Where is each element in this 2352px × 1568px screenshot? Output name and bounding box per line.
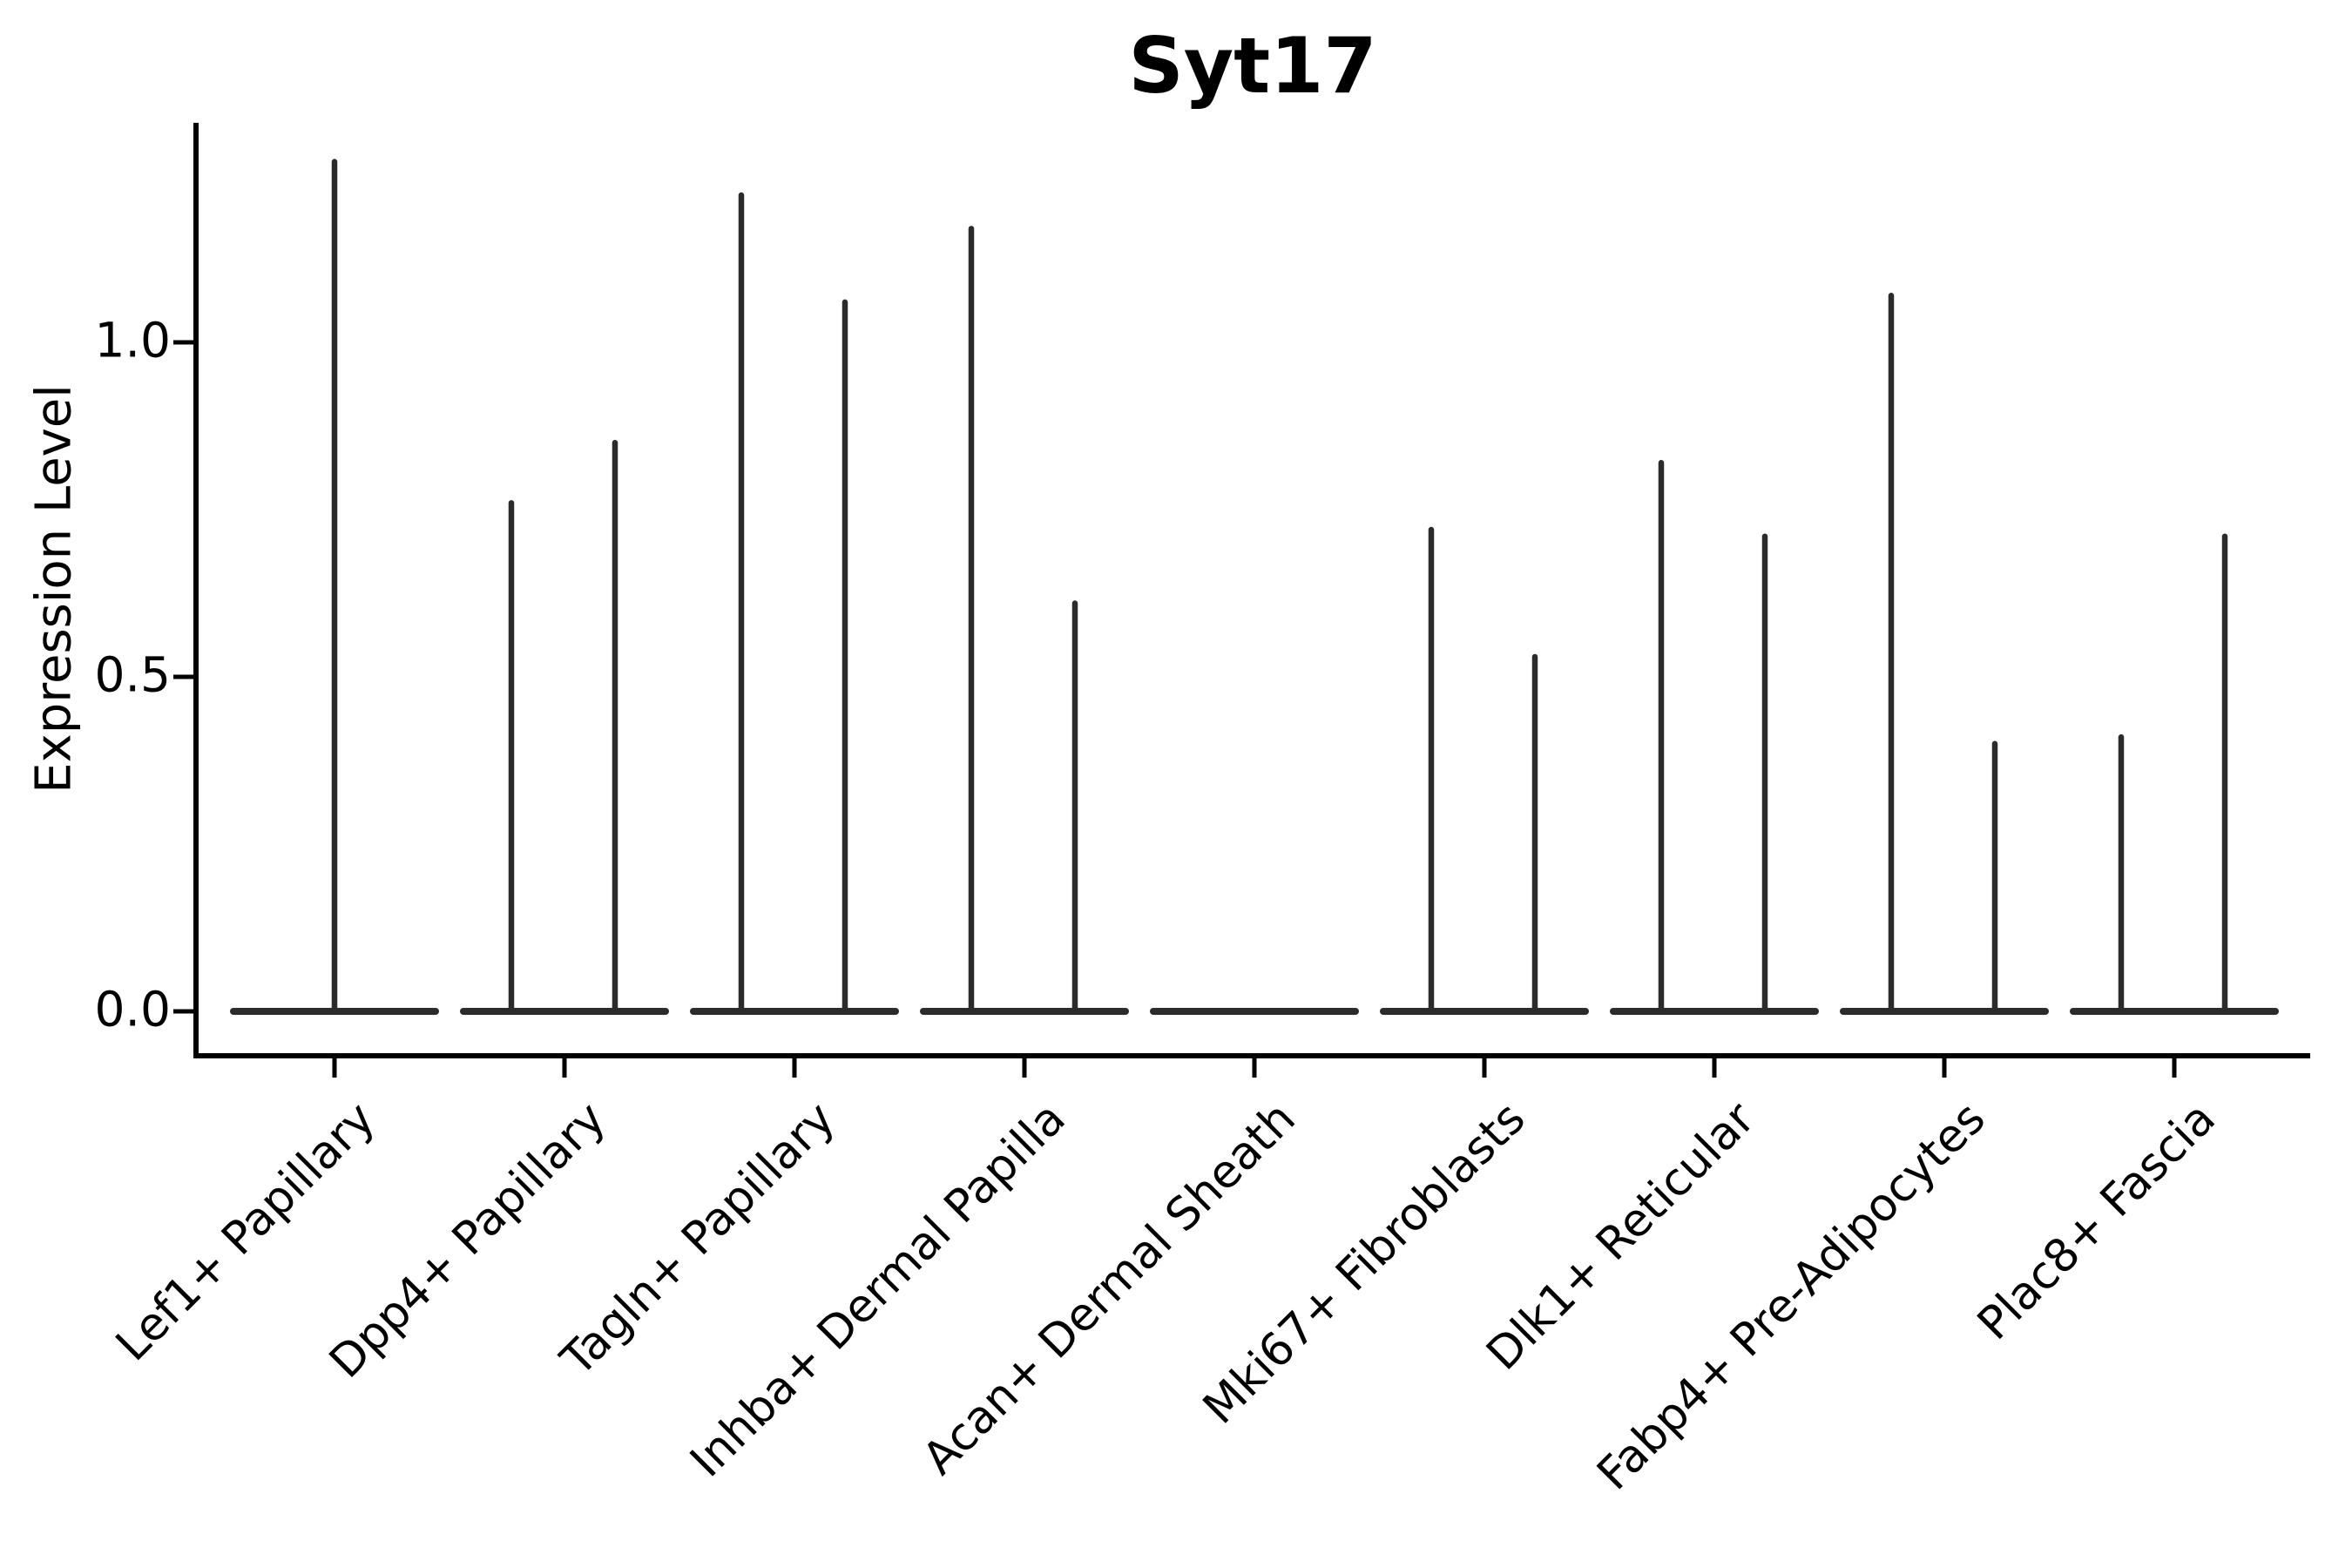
y-tick-label: 1.0 <box>94 312 171 368</box>
violin-base <box>690 1008 899 1015</box>
violin-base <box>1610 1008 1819 1015</box>
y-tick-label: 0.0 <box>94 981 171 1037</box>
y-tick-label: 0.5 <box>94 646 171 703</box>
violin-base <box>460 1008 669 1015</box>
chart-title: Syt17 <box>1128 21 1377 111</box>
violin-base <box>1840 1008 2049 1015</box>
violin-base <box>1150 1008 1359 1015</box>
violin-base <box>1380 1008 1589 1015</box>
violin-base <box>920 1008 1129 1015</box>
violin-base <box>2070 1008 2279 1015</box>
y-axis-label: Expression Level <box>25 384 83 794</box>
